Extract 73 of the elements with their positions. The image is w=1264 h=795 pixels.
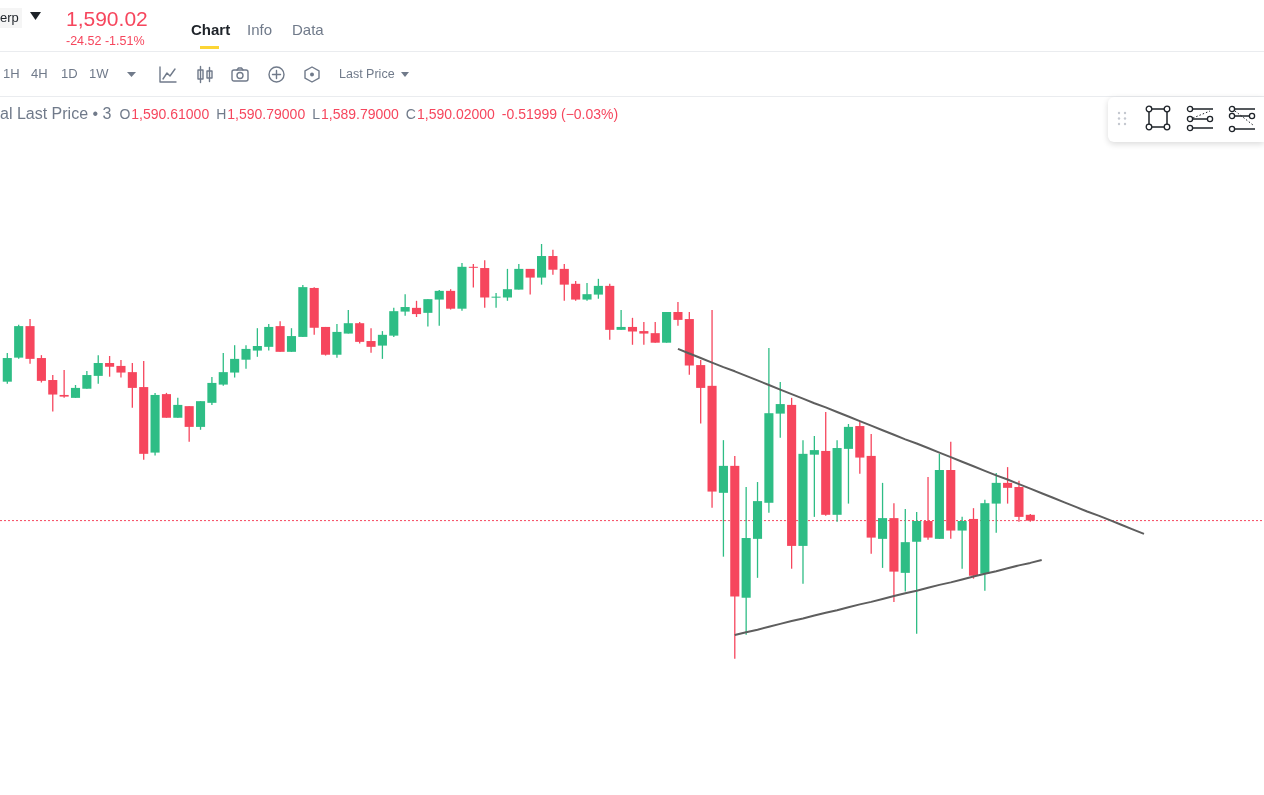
candlestick (434, 289, 444, 327)
text: Last Price (339, 67, 395, 81)
candlestick (423, 298, 433, 328)
candlestick (59, 369, 69, 399)
text: 1D (61, 66, 78, 81)
text: L (312, 106, 320, 122)
candlestick (696, 359, 706, 425)
candlestick (514, 263, 524, 291)
text: al Last Price • 3 (0, 105, 112, 123)
candlestick (332, 323, 342, 359)
text: 4H (31, 66, 48, 81)
candlestick (264, 323, 274, 352)
candlestick (127, 362, 137, 409)
candlestick (446, 288, 456, 311)
candlestick (912, 511, 922, 635)
candlestick (775, 381, 785, 439)
candlestick (616, 309, 626, 331)
candlestick (366, 327, 376, 354)
candlestick (650, 321, 660, 344)
candlestick (105, 355, 115, 378)
candlestick (627, 317, 638, 346)
text: Data (292, 21, 324, 38)
candlestick (355, 321, 365, 345)
candlestick (1003, 466, 1013, 505)
text: H (216, 106, 227, 122)
candlestick (525, 268, 535, 296)
candlestick (957, 516, 967, 570)
candlestick (593, 278, 603, 300)
candlestick (218, 352, 228, 387)
candlestick (2, 352, 12, 385)
candlestick (673, 301, 683, 327)
candlestick (93, 354, 103, 385)
candlestick (48, 374, 58, 413)
text: -0.51999 (−0.03%) (501, 106, 619, 122)
candlestick (400, 293, 410, 317)
candlestick (559, 263, 569, 302)
candlestick (502, 268, 512, 302)
text: Info (247, 21, 273, 38)
candlestick (116, 359, 126, 379)
candlestick (537, 243, 547, 286)
candlestick (230, 344, 240, 379)
text: O (119, 106, 131, 122)
text: erp (0, 8, 22, 28)
text: 1,590.61000 (131, 106, 210, 122)
candlestick (639, 321, 649, 346)
candlestick (343, 309, 353, 335)
candlestick (241, 344, 251, 370)
candlestick (548, 249, 558, 276)
text: 1,590.02 (66, 7, 148, 31)
candlestick (184, 405, 194, 443)
candlestick (582, 282, 592, 302)
candlestick (207, 376, 217, 406)
candlestick (843, 423, 853, 505)
text: 1H (3, 66, 20, 81)
text: Chart (191, 21, 231, 38)
candlestick (991, 472, 1001, 534)
candlestick (286, 327, 297, 353)
candlestick (161, 392, 171, 419)
candlestick (36, 354, 46, 384)
text: -24.52 -1.51% (66, 34, 145, 48)
text: 1W (89, 66, 109, 81)
text: 1,590.79000 (227, 106, 306, 122)
candlestick (809, 435, 819, 518)
candlestick (571, 280, 581, 302)
candlestick (252, 327, 262, 358)
candlestick (468, 263, 478, 289)
text: 1,589.79000 (320, 106, 399, 122)
candlestick (878, 482, 888, 569)
text: C (405, 106, 416, 122)
candlestick (491, 292, 501, 309)
candlestick (377, 330, 387, 360)
text: 1,590.02000 (416, 106, 495, 122)
candlestick (173, 397, 183, 419)
